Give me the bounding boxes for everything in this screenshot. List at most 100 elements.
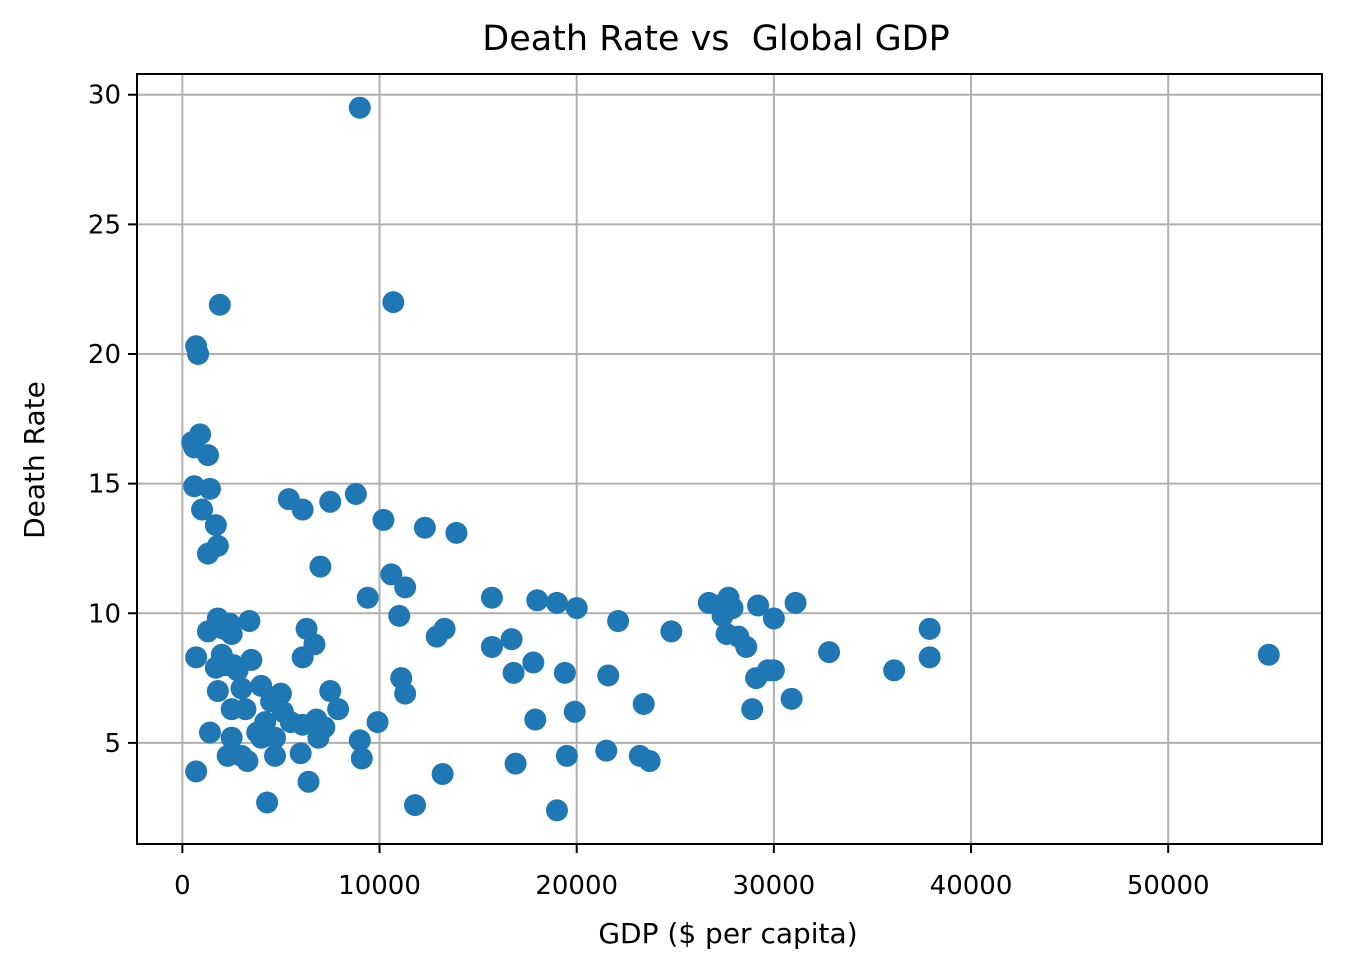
y-tick-label: 30 xyxy=(88,81,121,111)
x-tick-label: 50000 xyxy=(1127,871,1210,901)
scatter-point xyxy=(198,477,221,500)
x-tick-label: 10000 xyxy=(338,871,421,901)
x-tick-label: 20000 xyxy=(535,871,618,901)
scatter-point xyxy=(327,698,350,721)
scatter-point xyxy=(394,682,417,705)
scatter-point xyxy=(504,752,527,775)
scatter-point xyxy=(1257,643,1280,666)
scatter-point xyxy=(196,542,219,565)
scatter-point xyxy=(480,635,503,658)
scatter-point xyxy=(196,444,219,467)
scatter-point xyxy=(735,635,758,658)
scatter-point xyxy=(388,604,411,627)
scatter-point xyxy=(522,651,545,674)
scatter-point xyxy=(291,498,314,521)
scatter-point xyxy=(918,646,941,669)
y-tick-label: 15 xyxy=(88,470,121,500)
scatter-point xyxy=(319,490,342,513)
scatter-point xyxy=(198,721,221,744)
x-tick-label: 30000 xyxy=(733,871,816,901)
scatter-point xyxy=(526,589,549,612)
scatter-point xyxy=(747,594,770,617)
scatter-point xyxy=(309,555,332,578)
scatter-point xyxy=(632,693,655,715)
scatter-point xyxy=(394,576,417,599)
scatter-point xyxy=(208,293,231,316)
scatter-point xyxy=(222,654,245,677)
y-axis-label: Death Rate xyxy=(18,381,51,539)
scatter-point xyxy=(445,521,468,544)
chart-title: Death Rate vs Global GDP xyxy=(482,19,950,59)
scatter-point xyxy=(433,617,456,640)
scatter-point xyxy=(818,641,841,664)
scatter-point xyxy=(597,664,620,687)
scatter-point xyxy=(230,744,253,767)
scatter-point xyxy=(297,770,320,793)
scatter-point xyxy=(350,747,373,770)
scatter-point xyxy=(264,744,287,767)
scatter-point xyxy=(741,698,764,721)
scatter-point xyxy=(431,763,454,785)
scatter-point xyxy=(313,716,336,739)
scatter-point xyxy=(404,794,427,817)
scatter-point xyxy=(762,607,785,630)
scatter-point xyxy=(366,711,389,734)
axis-ticks: 0 10000 20000 30000 40000 50000 5 10 15 20 25 30 xyxy=(88,81,1210,901)
scatter-point xyxy=(555,744,578,767)
y-tick-label: 20 xyxy=(88,340,121,370)
scatter-point xyxy=(220,726,243,749)
scatter-point xyxy=(883,659,906,682)
x-axis-label: GDP ($ per capita) xyxy=(598,917,857,950)
scatter-point xyxy=(264,726,287,749)
scatter-point xyxy=(638,750,661,773)
scatter-point xyxy=(218,612,241,635)
scatter-point xyxy=(372,508,395,531)
scatter-point xyxy=(380,563,403,586)
scatter-point xyxy=(191,498,214,521)
scatter-point xyxy=(206,680,229,703)
scatter-point xyxy=(545,591,568,614)
scatter-point xyxy=(524,708,547,731)
scatter-point xyxy=(238,610,261,633)
scatter-point xyxy=(303,633,326,656)
scatter-point xyxy=(480,586,503,609)
scatter-point xyxy=(660,620,683,643)
scatter-point xyxy=(545,799,568,822)
scatter-point xyxy=(553,661,576,684)
data-points xyxy=(181,96,1280,822)
scatter-point xyxy=(356,586,379,609)
scatter-point xyxy=(230,677,253,700)
scatter-point xyxy=(187,343,210,365)
scatter-point xyxy=(185,646,208,669)
scatter-point xyxy=(348,729,371,752)
scatter-point xyxy=(196,620,219,643)
y-tick-label: 5 xyxy=(104,729,121,759)
y-tick-label: 10 xyxy=(88,599,121,629)
scatter-point xyxy=(784,591,807,614)
x-tick-label: 40000 xyxy=(930,871,1013,901)
scatter-point xyxy=(607,610,630,633)
scatter-point xyxy=(348,96,371,119)
scatter-point xyxy=(382,291,405,314)
scatter-point xyxy=(269,682,292,705)
scatter-point xyxy=(256,791,279,814)
scatter-point xyxy=(240,648,263,671)
scatter-point xyxy=(721,597,744,620)
scatter-point xyxy=(185,760,208,783)
scatter-point xyxy=(234,698,257,721)
scatter-point xyxy=(780,687,803,710)
scatter-point xyxy=(762,659,785,682)
scatter-point xyxy=(595,739,618,762)
scatter-point xyxy=(500,628,523,651)
x-tick-label: 0 xyxy=(174,871,191,901)
plot-frame xyxy=(136,73,1323,845)
scatter-point xyxy=(289,742,312,765)
scatter-point xyxy=(413,516,436,539)
y-tick-label: 25 xyxy=(88,210,121,240)
scatter-point xyxy=(319,680,342,703)
scatter-point xyxy=(918,617,941,640)
scatter-point xyxy=(204,514,227,537)
scatter-point xyxy=(563,700,586,723)
scatter-point xyxy=(565,597,588,620)
